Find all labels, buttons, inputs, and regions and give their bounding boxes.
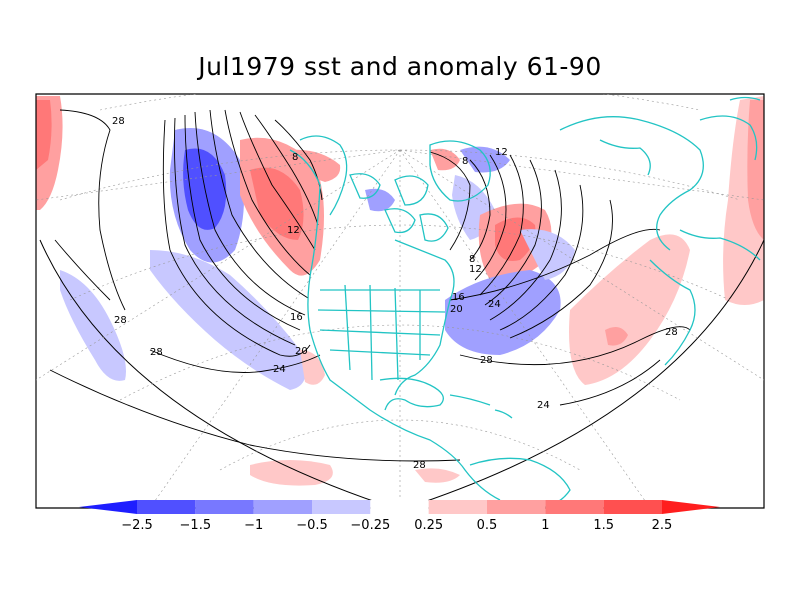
colorbar: −2.5 −1.5 −1 −0.5 −0.25 0.25 0.5 1 1.5 2.5 [79,500,720,533]
colorbar-label: 2.5 [652,518,673,533]
colorbar-label: −0.25 [350,518,390,533]
anomaly-warm-patch [250,167,304,240]
anomaly-cool-patch [150,250,306,390]
contour-label: 24 [273,364,286,375]
anomaly-warm-patch [300,350,325,385]
contour-label: 28 [480,355,493,366]
projection-arc [39,239,764,508]
contour-label: 12 [469,264,482,275]
colorbar-swatch [428,500,487,514]
anomaly-cool-patch [520,229,575,280]
contour-label: 16 [452,292,465,303]
colorbar-end-low [79,500,137,514]
colorbar-label: 1 [541,518,549,533]
colorbar-label: 1.5 [593,518,614,533]
anomaly-warm-patch [430,148,460,171]
colorbar-swatch [370,500,429,514]
contour-label: 16 [290,312,303,323]
contour-label: 8 [462,156,468,167]
contour-label: 28 [112,116,125,127]
colorbar-label: −1.5 [180,518,212,533]
sst-contours [49,109,691,462]
anomaly-warm-patch [569,234,690,385]
contour-label: 8 [469,254,475,265]
contour-label: 28 [150,347,163,358]
colorbar-swatch [195,500,254,514]
colorbar-label: 0.25 [414,518,443,533]
anomaly-warm-patch [747,100,764,240]
anomaly-warm-patch [605,326,628,346]
projection-boundary [35,93,765,509]
contour-labels: 28 28 28 28 24 20 16 12 8 12 8 24 20 16 … [112,116,678,471]
colorbar-end-high [662,500,720,514]
contour-label: 20 [295,346,308,357]
anomaly-cool-patch [460,146,510,173]
contour-label: 24 [488,299,501,310]
contour-label: 12 [287,225,300,236]
colorbar-label: −0.5 [296,518,328,533]
contour-label: 28 [413,460,426,471]
colorbar-swatch [253,500,312,514]
colorbar-swatch [603,500,662,514]
anomaly-warm-patch [415,468,460,483]
map-title: Jul1979 sst and anomaly 61-90 [198,52,602,81]
graticule [36,94,764,508]
contour-label: 24 [537,400,550,411]
colorbar-swatch [487,500,546,514]
anomaly-cool-patch [445,270,561,355]
contour-label: 12 [495,147,508,158]
contour-label: 28 [114,315,127,326]
anomaly-warm-patch [36,100,52,170]
colorbar-swatch [137,500,196,514]
coastlines [289,96,761,508]
colorbar-label: 0.5 [477,518,498,533]
colorbar-swatch [312,500,371,514]
colorbar-label: −1 [244,518,263,533]
anomaly-cool-patch [365,188,395,212]
colorbar-swatch [545,500,604,514]
contour-label: 20 [450,304,463,315]
anomaly-warm-patch [250,460,333,486]
anomaly-shading [36,96,764,486]
colorbar-label: −2.5 [121,518,153,533]
anomaly-warm-patch [495,217,536,261]
contour-label: 28 [665,327,678,338]
contour-label: 8 [292,152,298,163]
